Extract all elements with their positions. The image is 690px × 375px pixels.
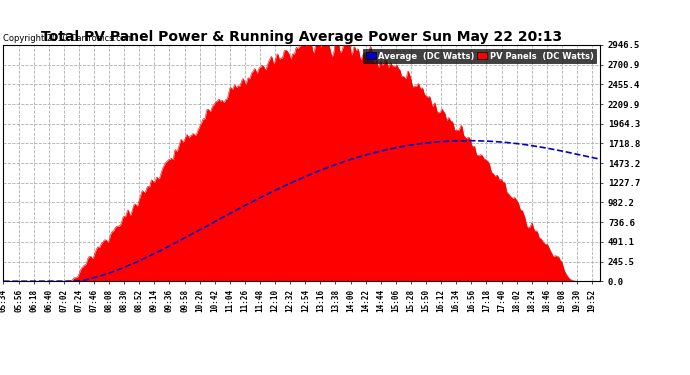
Text: Copyright 2010 Cartronics.com: Copyright 2010 Cartronics.com [3,34,135,43]
Title: Total PV Panel Power & Running Average Power Sun May 22 20:13: Total PV Panel Power & Running Average P… [41,30,562,44]
Legend: Average  (DC Watts), PV Panels  (DC Watts): Average (DC Watts), PV Panels (DC Watts) [364,49,596,63]
